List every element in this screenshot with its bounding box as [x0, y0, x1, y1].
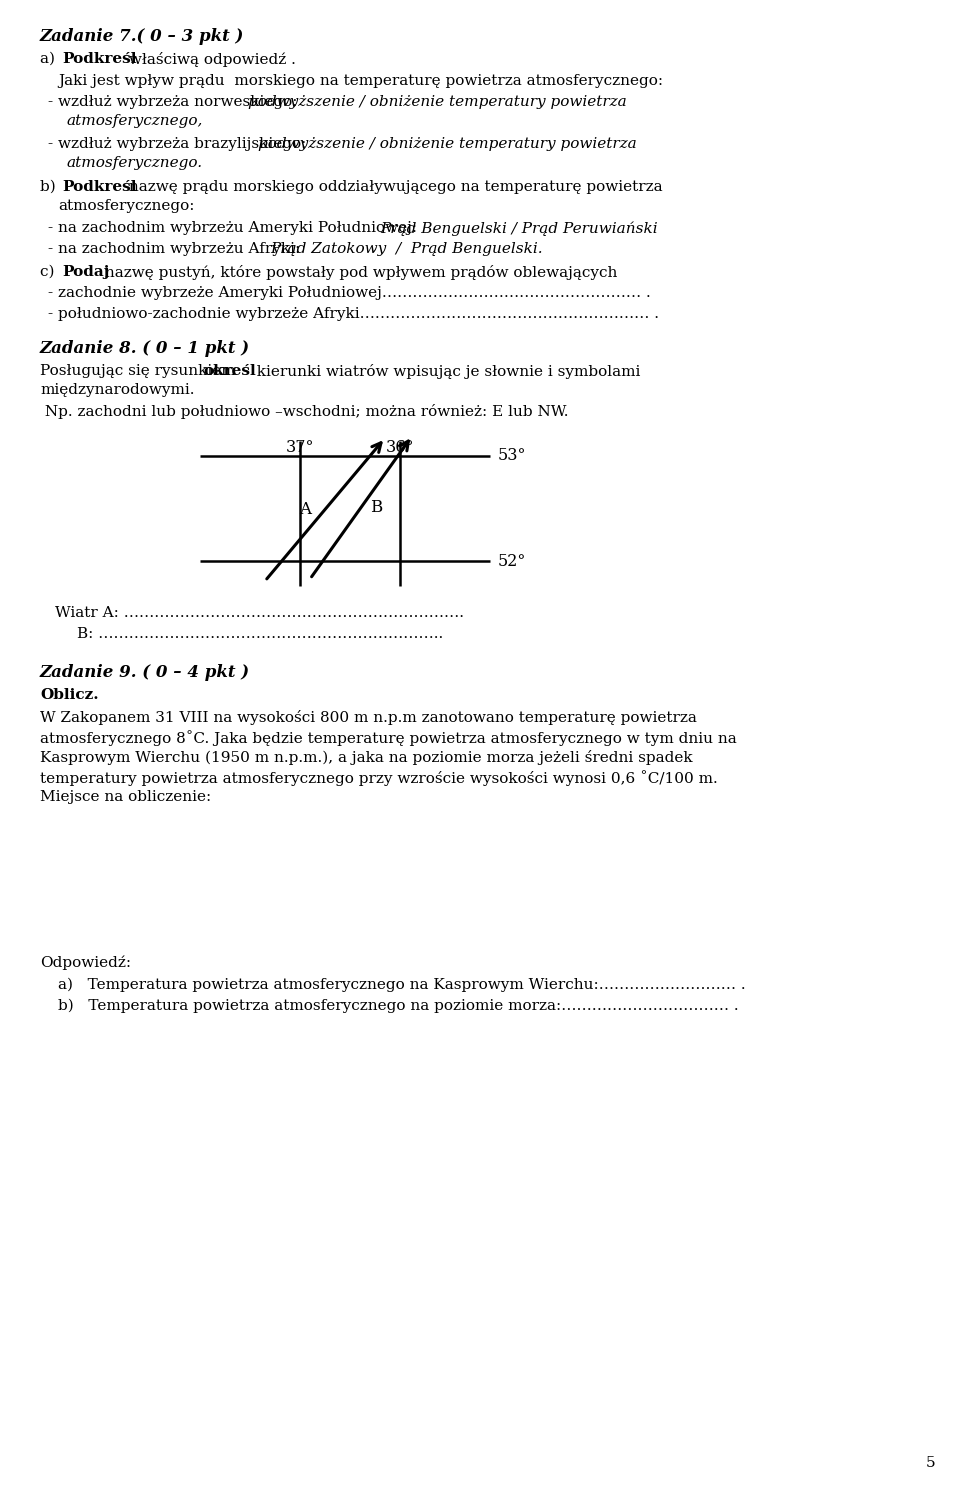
- Text: Prąd Benguelski / Prąd Peruwiański: Prąd Benguelski / Prąd Peruwiański: [380, 222, 658, 235]
- Text: Zadanie 7.( 0 – 3 pkt ): Zadanie 7.( 0 – 3 pkt ): [40, 28, 245, 45]
- Text: Oblicz.: Oblicz.: [40, 688, 99, 702]
- Text: atmosferycznego.: atmosferycznego.: [66, 156, 203, 170]
- Text: 52°: 52°: [498, 553, 526, 570]
- Text: Np. zachodni lub południowo –wschodni; można również: E lub NW.: Np. zachodni lub południowo –wschodni; m…: [40, 404, 568, 419]
- Text: 36°: 36°: [386, 439, 415, 457]
- Text: Wiatr A: ………………………………………………………….: Wiatr A: ………………………………………………………….: [55, 607, 464, 620]
- Text: A: A: [299, 501, 311, 517]
- Text: B: B: [370, 500, 382, 516]
- Text: temperatury powietrza atmosferycznego przy wzroście wysokości wynosi 0,6 ˚C/100 : temperatury powietrza atmosferycznego pr…: [40, 770, 718, 785]
- Text: Jaki jest wpływ prądu  morskiego na temperaturę powietrza atmosferycznego:: Jaki jest wpływ prądu morskiego na tempe…: [58, 74, 663, 88]
- Text: Odpowiedź:: Odpowiedź:: [40, 955, 132, 970]
- Text: nazwę prądu morskiego oddziaływującego na temperaturę powietrza: nazwę prądu morskiego oddziaływującego n…: [124, 180, 662, 193]
- Text: Podkreśl: Podkreśl: [62, 52, 136, 65]
- Text: 37°: 37°: [286, 439, 314, 457]
- Text: c): c): [40, 265, 60, 280]
- Text: Podaj: Podaj: [62, 265, 109, 280]
- Text: b)   Temperatura powietrza atmosferycznego na poziomie morza:…………………………… .: b) Temperatura powietrza atmosferycznego…: [58, 999, 738, 1014]
- Text: b): b): [40, 180, 60, 193]
- Text: Miejsce na obliczenie:: Miejsce na obliczenie:: [40, 790, 211, 804]
- Text: międzynarodowymi.: międzynarodowymi.: [40, 384, 195, 397]
- Text: - południowo-zachodnie wybrzeże Afryki………………………………………………… .: - południowo-zachodnie wybrzeże Afryki………: [48, 306, 659, 321]
- Text: - zachodnie wybrzeże Ameryki Południowej…………………………………………… .: - zachodnie wybrzeże Ameryki Południowej…: [48, 286, 651, 300]
- Text: 53°: 53°: [498, 448, 526, 464]
- Text: - na zachodnim wybrzeżu Afryki:: - na zachodnim wybrzeżu Afryki:: [48, 242, 320, 256]
- Text: Kasprowym Wierchu (1950 m n.p.m.), a jaka na poziomie morza jeżeli średni spadek: Kasprowym Wierchu (1950 m n.p.m.), a jak…: [40, 749, 692, 764]
- Text: - na zachodnim wybrzeżu Ameryki Południowej:: - na zachodnim wybrzeżu Ameryki Południo…: [48, 222, 437, 235]
- Text: właściwą odpowiedź .: właściwą odpowiedź .: [124, 52, 296, 67]
- Text: - wzdłuż wybrzeża brazylijskiego:: - wzdłuż wybrzeża brazylijskiego:: [48, 137, 311, 152]
- Text: a): a): [40, 52, 60, 65]
- Text: atmosferycznego:: atmosferycznego:: [58, 199, 195, 213]
- Text: Podkreśl: Podkreśl: [62, 180, 136, 193]
- Text: Prąd Zatokowy  /  Prąd Benguelski.: Prąd Zatokowy / Prąd Benguelski.: [270, 242, 542, 256]
- Text: B: …………………………………………………………..: B: …………………………………………………………..: [77, 628, 444, 641]
- Text: Zadanie 9. ( 0 – 4 pkt ): Zadanie 9. ( 0 – 4 pkt ): [40, 665, 251, 681]
- Text: atmosferycznego 8˚C. Jaka będzie temperaturę powietrza atmosferycznego w tym dni: atmosferycznego 8˚C. Jaka będzie tempera…: [40, 730, 736, 746]
- Text: atmosferycznego,: atmosferycznego,: [66, 114, 203, 128]
- Text: W Zakopanem 31 VIII na wysokości 800 m n.p.m zanotowano temperaturę powietrza: W Zakopanem 31 VIII na wysokości 800 m n…: [40, 709, 697, 726]
- Text: podwyższenie / obniżenie temperatury powietrza: podwyższenie / obniżenie temperatury pow…: [258, 137, 636, 152]
- Text: Posługując się rysunkiem: Posługując się rysunkiem: [40, 364, 241, 378]
- Text: określ: określ: [203, 364, 255, 378]
- Text: nazwę pustyń, które powstały pod wpływem prądów oblewających: nazwę pustyń, które powstały pod wpływem…: [100, 265, 617, 280]
- Text: - wzdłuż wybrzeża norweskiego:: - wzdłuż wybrzeża norweskiego:: [48, 95, 302, 109]
- Text: Zadanie 8. ( 0 – 1 pkt ): Zadanie 8. ( 0 – 1 pkt ): [40, 341, 251, 357]
- Text: a)   Temperatura powietrza atmosferycznego na Kasprowym Wierchu:……………………… .: a) Temperatura powietrza atmosferycznego…: [58, 978, 746, 992]
- Text: 5: 5: [925, 1456, 935, 1471]
- Text: kierunki wiatrów wpisując je słownie i symbolami: kierunki wiatrów wpisując je słownie i s…: [247, 364, 640, 379]
- Text: podwyższenie / obniżenie temperatury powietrza: podwyższenie / obniżenie temperatury pow…: [248, 95, 627, 109]
